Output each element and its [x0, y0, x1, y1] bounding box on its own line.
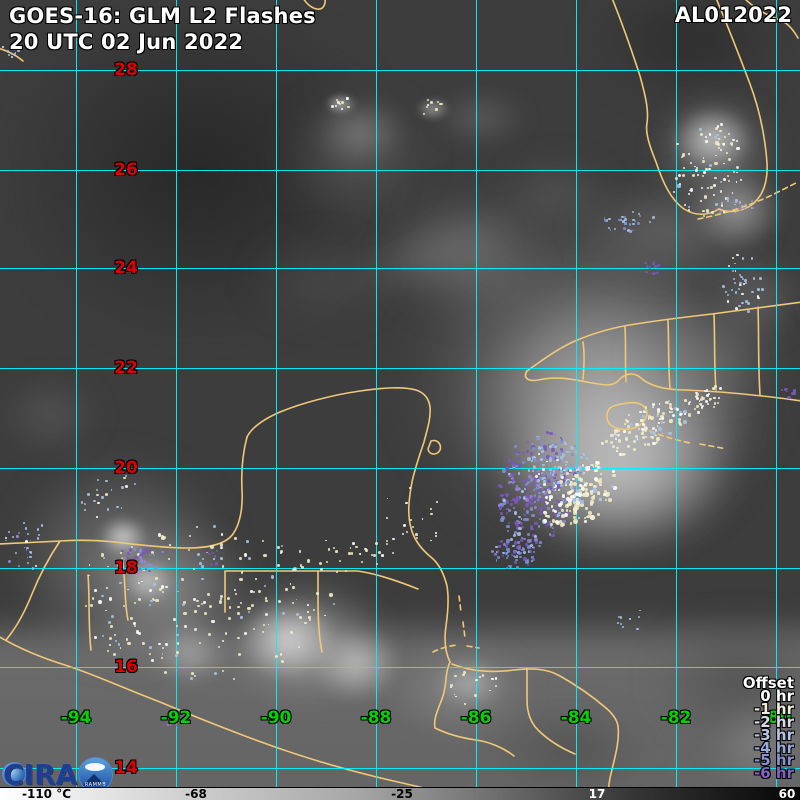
cloud-blob: [220, 215, 420, 345]
colorbar-label: 60: [778, 787, 796, 800]
colorbar-label: -68: [185, 787, 207, 800]
legend-title: Offset: [742, 674, 794, 692]
legend-entry: -6 hr: [754, 764, 794, 783]
cloud-blob: [318, 88, 363, 120]
legend-entry: -2 hr: [754, 712, 794, 731]
legend-entry: -3 hr: [754, 725, 794, 744]
legend-entry: -1 hr: [754, 699, 794, 718]
cloud-blob: [420, 648, 520, 718]
colorbar-label: 17: [588, 787, 606, 800]
cloud-icon: [85, 762, 105, 771]
cloud-blob: [408, 92, 458, 126]
storm-id-label: AL012022: [674, 3, 792, 27]
temperature-colorbar: -110 °C -68 -25 17 60: [0, 787, 800, 800]
legend-entry: -5 hr: [754, 751, 794, 770]
legend-entry: 0 hr: [760, 686, 794, 705]
title-line2: 20 UTC 02 Jun 2022: [9, 30, 244, 54]
title-line1: GOES-16: GLM L2 Flashes: [9, 4, 316, 28]
flash-age-legend: Offset 0 hr -1 hr -2 hr -3 hr -4 hr -5 hr -6 h…: [742, 674, 794, 783]
colorbar-label: -25: [391, 787, 413, 800]
legend-rows: 0 hr -1 hr -2 hr -3 hr -4 hr -5 hr -6 hr: [743, 686, 794, 783]
cira-logo: CIRA: [2, 757, 78, 791]
product-title: GOES-16: GLM L2 Flashes 20 UTC 02 Jun 20…: [9, 3, 316, 55]
cloud-blob: [135, 608, 245, 698]
colorbar-label: -110 °C: [22, 787, 72, 800]
cloud-blob: [685, 680, 800, 800]
legend-entry: -4 hr: [754, 738, 794, 757]
cloud-blob: [108, 548, 188, 614]
cloud-blob: [470, 140, 640, 250]
